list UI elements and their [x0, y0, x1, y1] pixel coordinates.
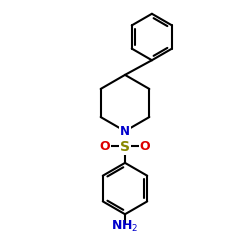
Text: O: O — [100, 140, 110, 152]
Text: NH$_2$: NH$_2$ — [111, 220, 139, 234]
Text: S: S — [120, 140, 130, 154]
Text: O: O — [140, 140, 150, 152]
Text: N: N — [120, 124, 130, 138]
